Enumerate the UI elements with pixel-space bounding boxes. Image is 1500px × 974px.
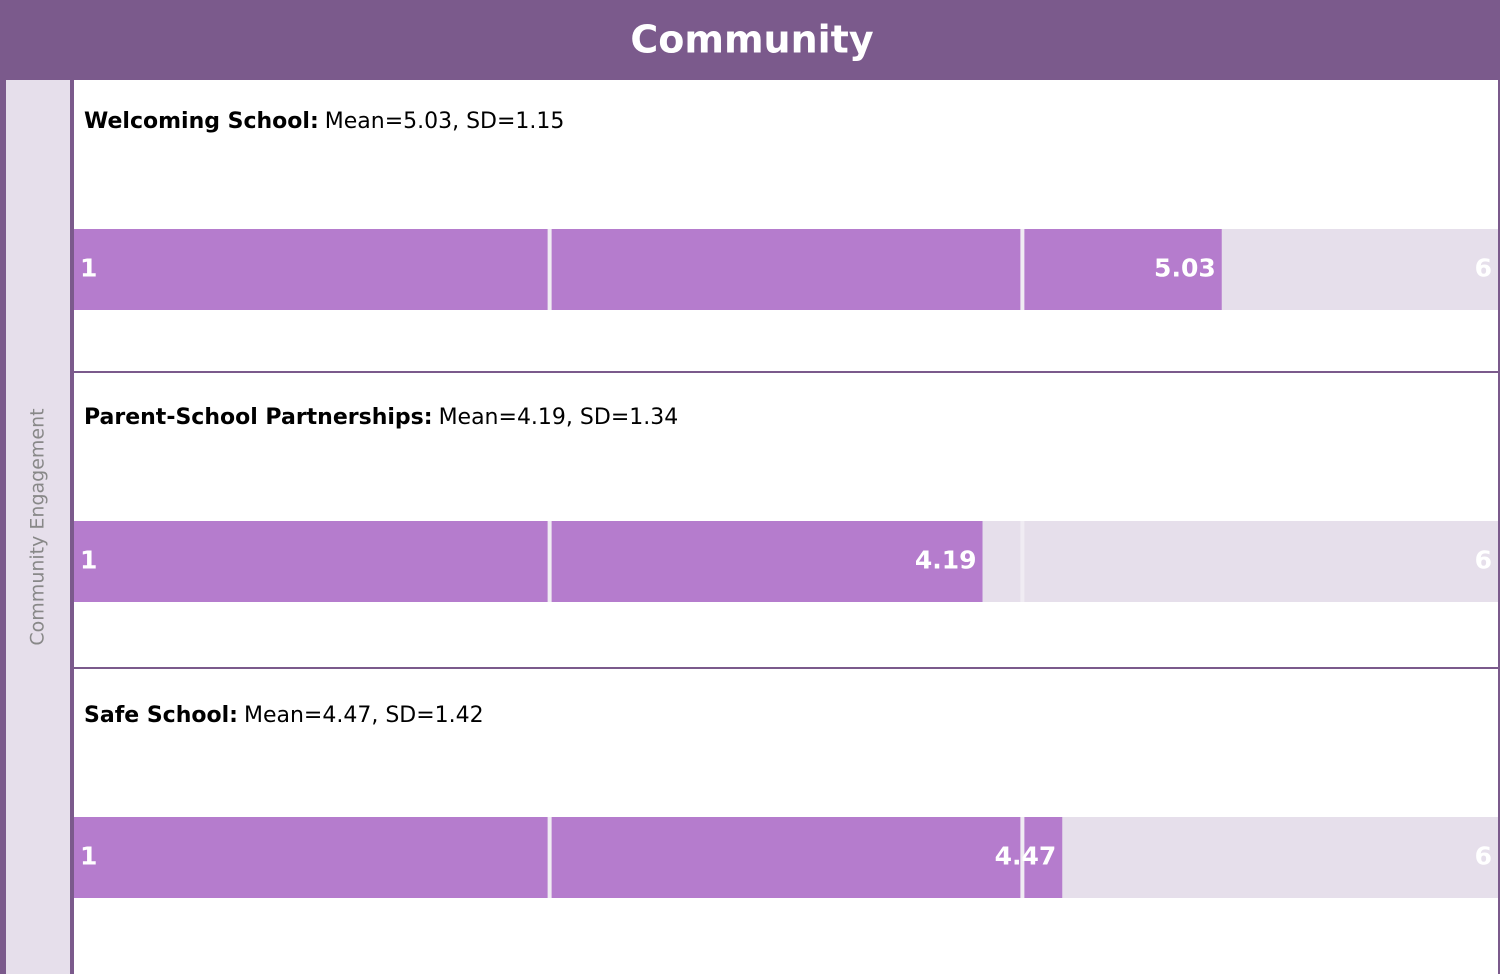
- gauge-value: 4.19: [915, 546, 977, 575]
- gauge-stats: Mean=5.03, SD=1.15: [325, 109, 565, 134]
- gauge-fill: [74, 521, 983, 602]
- sidebar: [6, 80, 70, 974]
- gauge-value: 5.03: [1154, 254, 1216, 283]
- gauge-title: Parent-School Partnerships:: [84, 405, 433, 430]
- section-label: Community Engagement: [27, 408, 49, 645]
- gauge-value: 4.47: [995, 842, 1057, 871]
- gauge-heading: Welcoming School: Mean=5.03, SD=1.15: [84, 109, 564, 134]
- gauge-stats: Mean=4.19, SD=1.34: [439, 405, 679, 430]
- header-title: Community: [630, 18, 873, 62]
- gauge-heading: Safe School: Mean=4.47, SD=1.42: [84, 703, 484, 728]
- gauge-fill: [74, 229, 1222, 310]
- gauge-title: Safe School:: [84, 703, 238, 728]
- gauge-max: 6: [1475, 546, 1492, 575]
- gauge-min: 1: [80, 254, 97, 283]
- gauge-max: 6: [1475, 254, 1492, 283]
- gauge-title: Welcoming School:: [84, 109, 319, 134]
- gauge-heading: Parent-School Partnerships: Mean=4.19, SD…: [84, 405, 678, 430]
- gauge-max: 6: [1475, 842, 1492, 871]
- gauge-fill: [74, 817, 1063, 898]
- gauge-min: 1: [80, 546, 97, 575]
- gauge-min: 1: [80, 842, 97, 871]
- gauge-stats: Mean=4.47, SD=1.42: [244, 703, 484, 728]
